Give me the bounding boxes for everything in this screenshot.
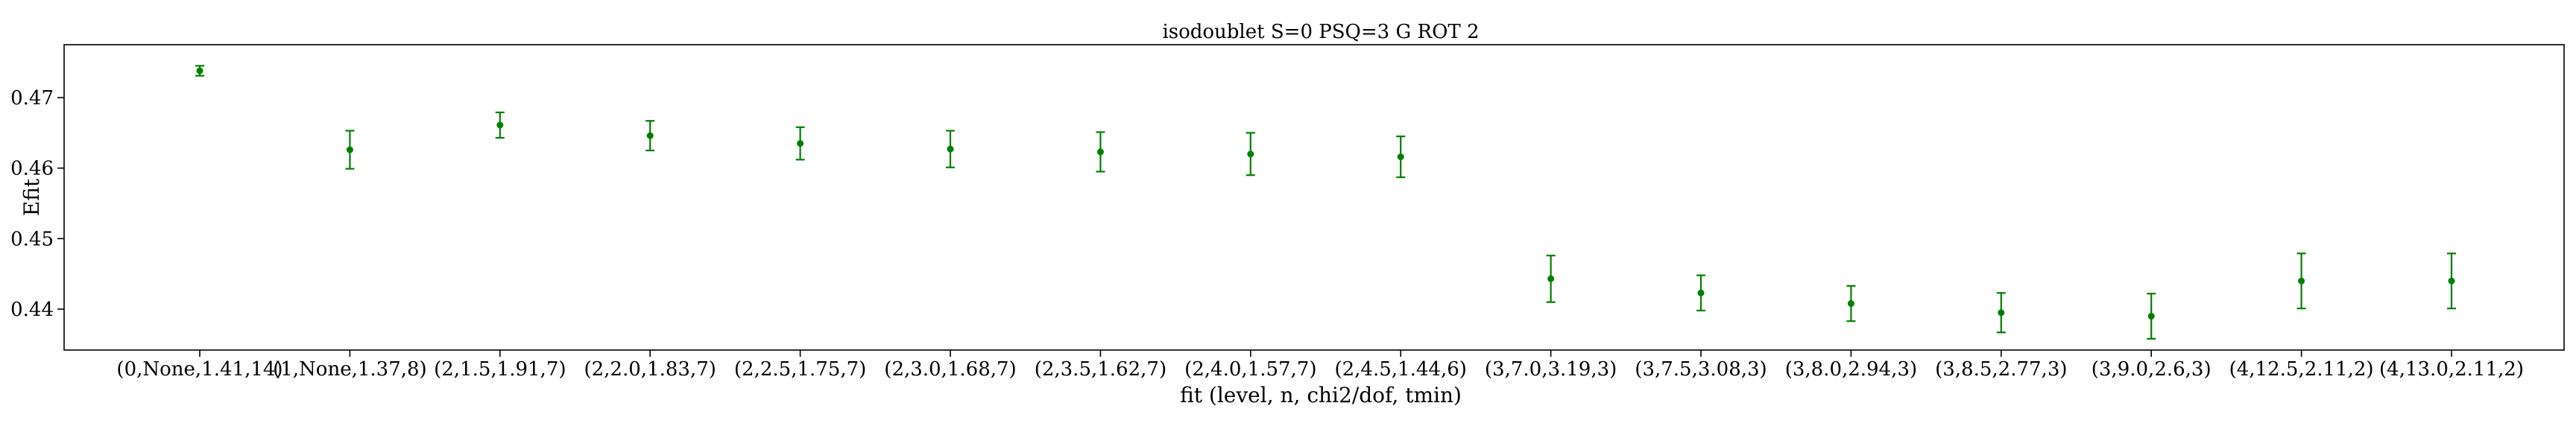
data-point (196, 67, 203, 74)
x-tick-label: (3,8.0,2.94,3) (1785, 358, 1917, 381)
data-point (1397, 153, 1404, 161)
x-tick-label: (2,4.0,1.57,7) (1184, 358, 1316, 381)
data-point (1096, 148, 1104, 156)
x-tick-label: (3,9.0,2.6,3) (2092, 358, 2212, 381)
data-point (346, 146, 353, 153)
data-point (1247, 150, 1254, 158)
y-tick-label: 0.45 (10, 228, 54, 250)
x-tick-label: (0,None,1.41,14) (116, 358, 282, 381)
x-tick-label: (2,3.5,1.62,7) (1035, 358, 1167, 381)
plot-frame (63, 44, 2565, 351)
x-tick-label: (4,13.0,2.11,2) (2379, 358, 2524, 381)
x-tick-label: (2,1.5,1.91,7) (434, 358, 566, 381)
y-axis: 0.44 0.45 0.46 0.47 (10, 87, 64, 321)
x-tick-label: (3,8.5,2.77,3) (1935, 358, 2067, 381)
x-tick-label: (2,4.5,1.44,6) (1334, 358, 1466, 381)
data-point (1547, 275, 1555, 282)
data-point (797, 140, 804, 147)
data-series (195, 65, 2456, 340)
data-point (646, 132, 654, 139)
x-axis: (0,None,1.41,14)(1,None,1.37,8) (2,1.5,1.… (116, 350, 2524, 381)
chart-title: isodoublet S=0 PSQ=3 G ROT 2 (1162, 21, 1479, 43)
x-tick-label: (2,2.5,1.75,7) (734, 358, 866, 381)
y-tick-label: 0.46 (10, 158, 54, 180)
x-tick-label: (3,7.5,3.08,3) (1635, 358, 1767, 381)
data-point (2298, 277, 2305, 285)
y-tick-label: 0.44 (10, 299, 54, 321)
x-tick-label: (1,None,1.37,8) (273, 358, 427, 381)
y-tick-label: 0.47 (10, 87, 54, 109)
data-point (947, 145, 954, 153)
x-tick-label: (2,3.0,1.68,7) (884, 358, 1016, 381)
data-point (1998, 309, 2005, 317)
data-point (1847, 300, 1854, 308)
x-tick-label: (3,7.0,3.19,3) (1485, 358, 1617, 381)
data-point (1697, 289, 1705, 296)
x-tick-label: (2,2.0,1.83,7) (584, 358, 716, 381)
x-axis-label: fit (level, n, chi2/dof, tmin) (1180, 383, 1462, 407)
data-point (2448, 277, 2455, 285)
x-tick-label: (4,12.5,2.11,2) (2229, 358, 2374, 381)
y-axis-label: Efit (19, 178, 44, 216)
data-point (2147, 313, 2155, 320)
data-point (496, 121, 504, 129)
